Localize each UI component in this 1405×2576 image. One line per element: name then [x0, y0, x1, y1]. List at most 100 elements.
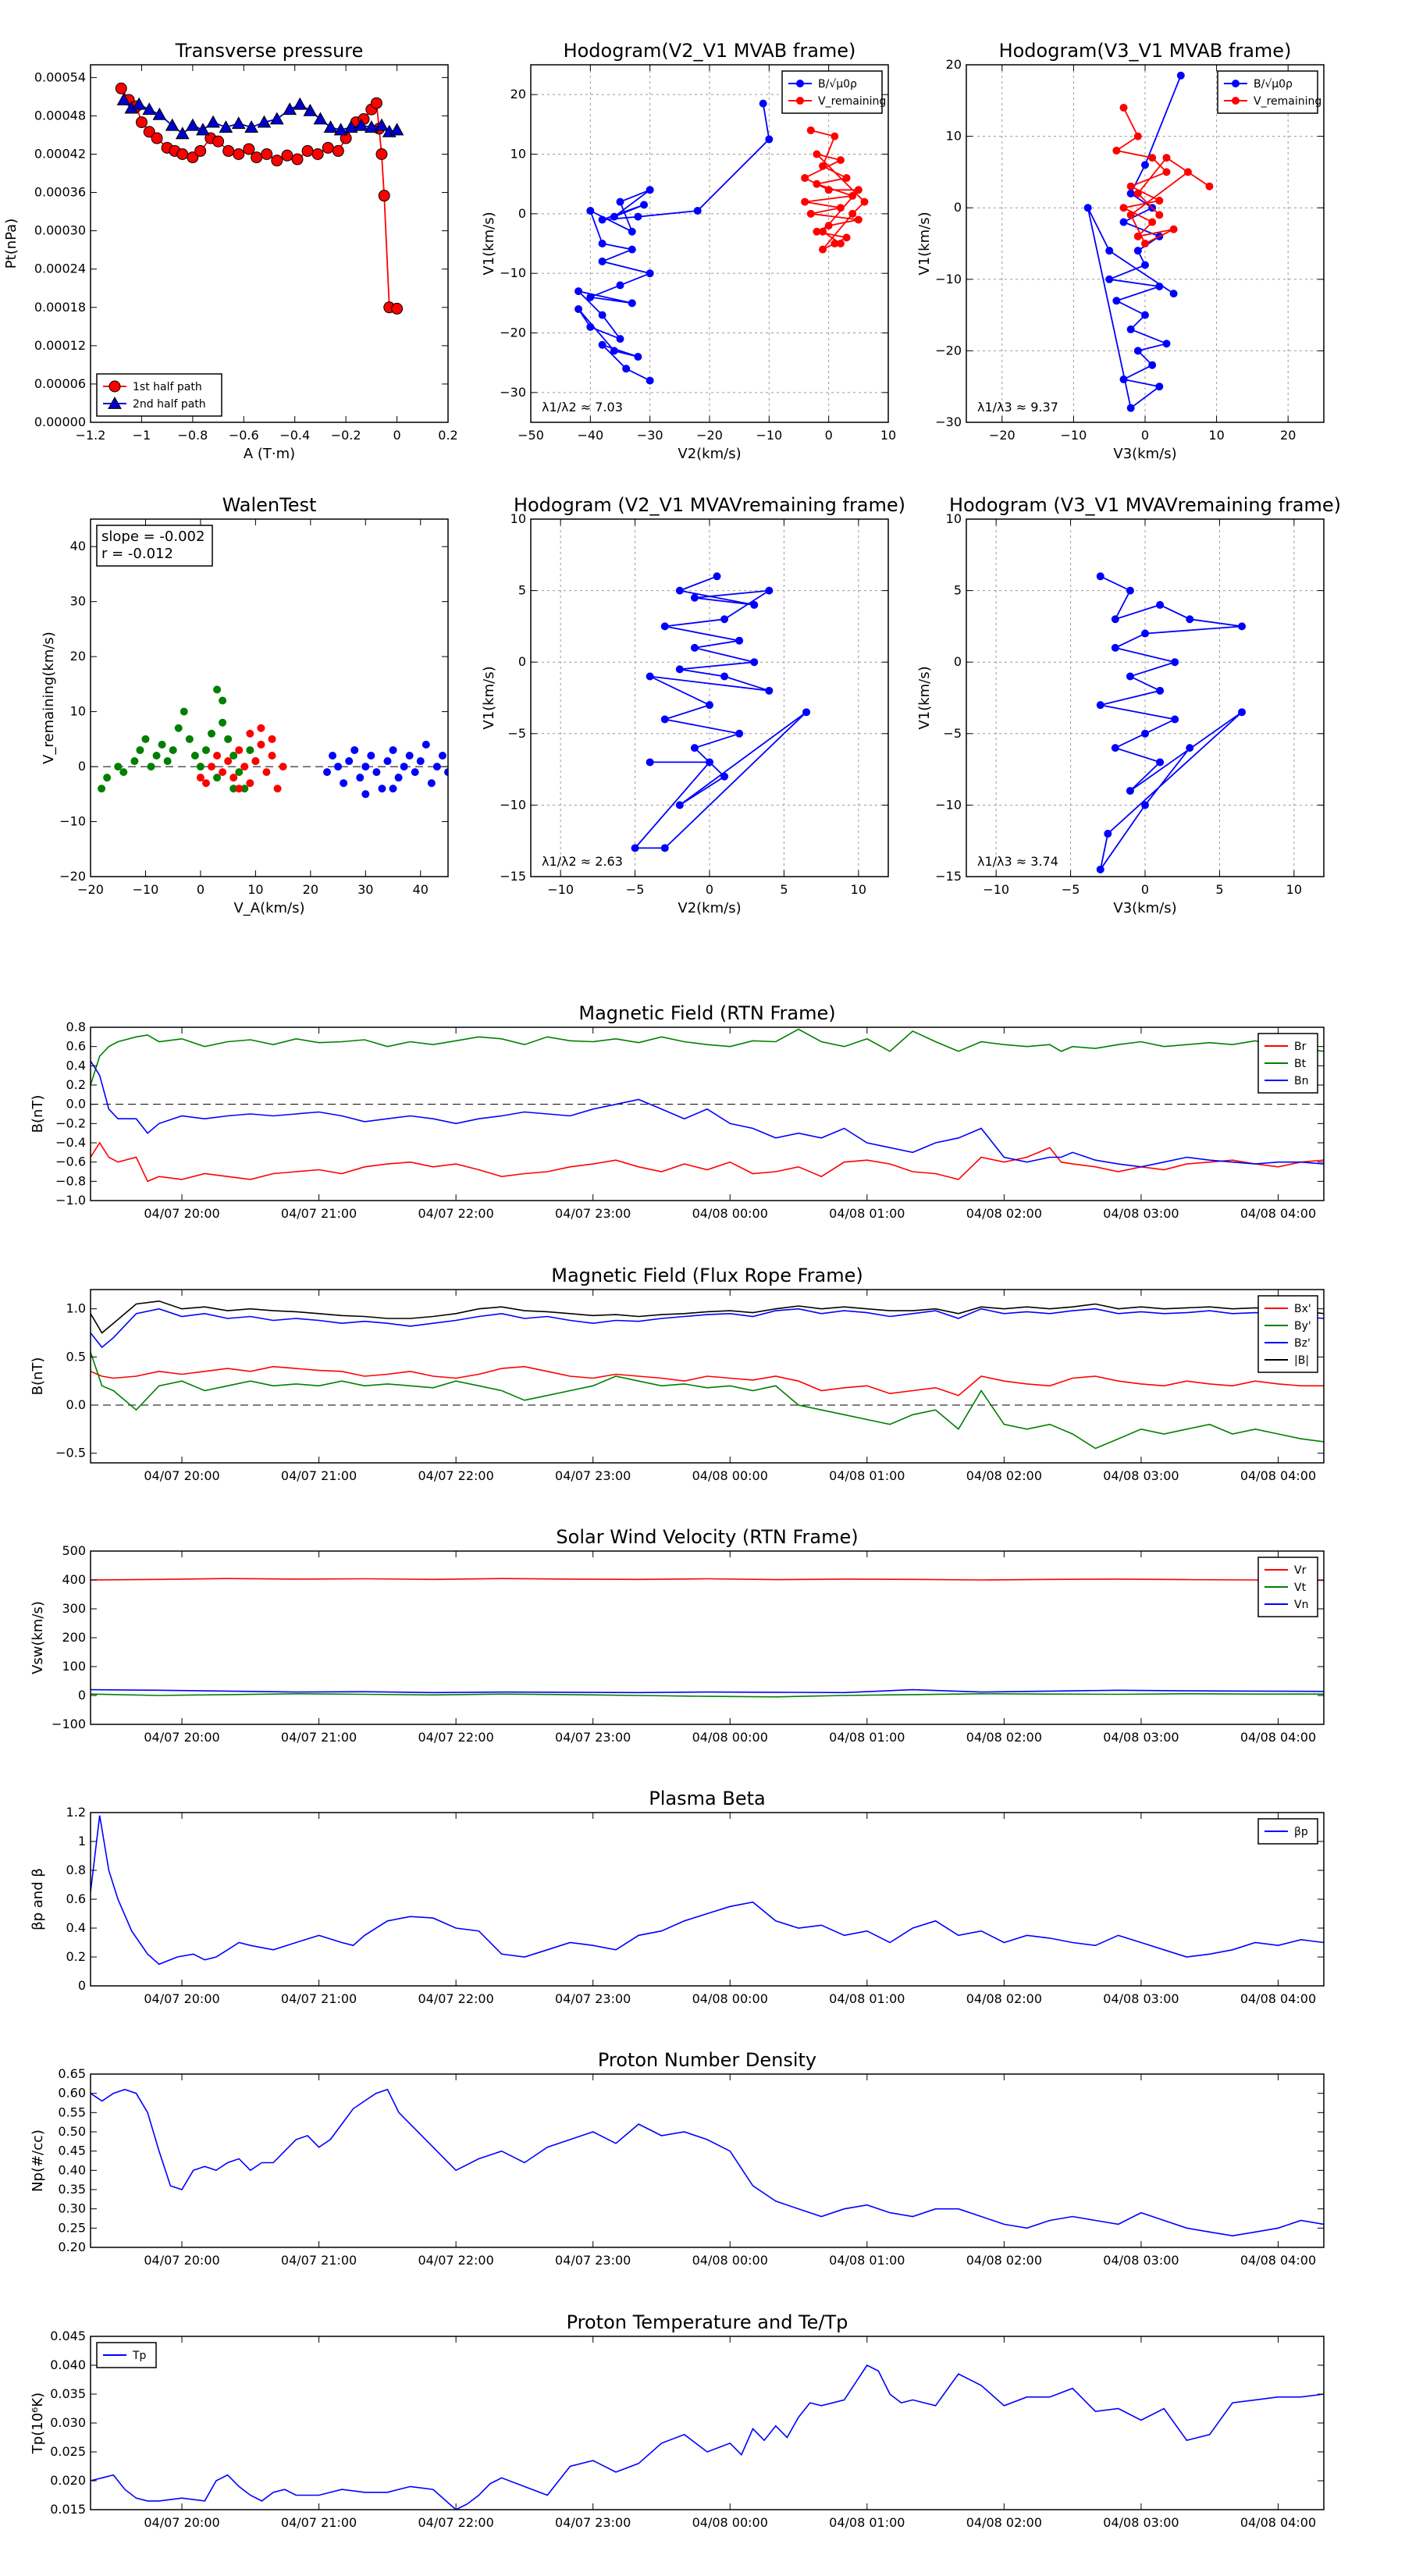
data-point [819, 245, 827, 254]
chart-title: Magnetic Field (Flux Rope Frame) [551, 1265, 863, 1286]
plot-frame [530, 518, 889, 877]
data-point [720, 672, 729, 681]
data-point [251, 757, 260, 766]
x-tick-label: 04/07 22:00 [418, 1206, 493, 1221]
data-point [1111, 744, 1119, 753]
data-point [108, 380, 121, 393]
legend-label: 2nd half path [133, 398, 206, 411]
data-point [1112, 146, 1121, 155]
x-tick-label: 04/08 00:00 [692, 1730, 768, 1745]
data-point [1148, 218, 1157, 226]
data-point [854, 215, 863, 224]
data-point [1133, 132, 1142, 141]
series-line [633, 575, 807, 849]
data-point [219, 768, 227, 777]
x-tick-label: 10 [247, 882, 263, 897]
data-point [646, 186, 654, 194]
y-tick-label: 0.00006 [34, 376, 86, 391]
y-tick-label: 10 [510, 147, 526, 162]
data-point [257, 740, 265, 749]
series-line [91, 1693, 1324, 1698]
x-tick-label: 5 [1215, 882, 1223, 897]
data-point [251, 151, 263, 164]
series-group [91, 1028, 1324, 1183]
chart-title: Hodogram (V2_V1 MVAVremaining frame) [514, 494, 905, 516]
data-point [660, 844, 669, 852]
data-point [281, 149, 293, 162]
plot-frame [90, 64, 449, 423]
y-tick-label: 0.2 [66, 1077, 86, 1092]
data-point [313, 112, 328, 125]
legend-label: V_remaining [1254, 95, 1321, 108]
data-point [1169, 225, 1178, 233]
x-tick-label: 0 [1141, 882, 1149, 897]
series-group [91, 2364, 1324, 2510]
y-tick-label: 0.4 [66, 1920, 86, 1935]
data-point [196, 763, 205, 771]
legend-frame [781, 70, 883, 114]
data-point [224, 735, 233, 743]
data-point [240, 763, 249, 771]
data-point [1141, 629, 1149, 638]
y-axis-label: V1(km/s) [481, 212, 497, 275]
y-tick-label: −1.0 [55, 1193, 86, 1208]
data-point [141, 735, 150, 743]
data-point [391, 302, 404, 315]
data-point [598, 257, 606, 265]
data-point [796, 80, 804, 87]
x-tick-label: 04/07 20:00 [144, 2253, 219, 2268]
data-point [356, 774, 365, 782]
x-tick-label: 04/07 20:00 [144, 1468, 219, 1483]
data-point [1186, 744, 1194, 753]
chart-vsw: Solar Wind Velocity (RTN Frame) 04/07 20:… [30, 1526, 1325, 1745]
chart-bmag_rtn: Magnetic Field (RTN Frame) 04/07 20:00 04/… [30, 1002, 1325, 1221]
data-point [1096, 701, 1104, 710]
data-point [1205, 182, 1214, 190]
y-tick-label: 0 [78, 759, 86, 774]
legend-label: 1st half path [133, 381, 202, 393]
y-tick-label: 0.0 [66, 1397, 86, 1412]
x-tick-label: 04/07 23:00 [555, 2253, 631, 2268]
data-point [132, 97, 147, 110]
x-tick-label: 04/07 23:00 [555, 1206, 631, 1221]
y-axis-label: Pt(nPa) [3, 219, 20, 269]
data-point [1238, 622, 1247, 631]
x-tick-label: 04/08 01:00 [829, 1991, 905, 2006]
chart-title: Solar Wind Velocity (RTN Frame) [556, 1526, 858, 1548]
data-point [130, 757, 139, 766]
x-tick-label: 04/07 23:00 [555, 1991, 631, 2006]
y-tick-label: 1.0 [66, 1301, 86, 1316]
y-tick-label: 5 [518, 583, 526, 598]
data-point [152, 107, 167, 120]
data-point [842, 233, 851, 242]
y-tick-label: 0.015 [50, 2502, 86, 2517]
data-point [802, 708, 811, 717]
data-point [1141, 161, 1149, 169]
series-line [91, 1688, 1324, 1694]
y-tick-label: −10 [59, 814, 86, 829]
x-tick-label: 20 [1280, 428, 1296, 443]
y-tick-label: 0.2 [66, 1949, 86, 1964]
data-point [628, 245, 636, 254]
y-tick-label: −20 [935, 343, 962, 358]
x-tick-label: −20 [77, 882, 104, 897]
ratio-annotation: λ1/λ3 ≈ 9.37 [977, 400, 1058, 415]
data-point [616, 335, 624, 343]
data-point [1126, 586, 1134, 595]
data-point [114, 763, 123, 771]
data-point [634, 212, 642, 221]
data-point [143, 126, 155, 138]
x-tick-label: 10 [880, 428, 896, 443]
series-line [91, 1815, 1324, 1966]
x-tick-label: 04/08 00:00 [692, 2253, 768, 2268]
plot-frame [90, 2073, 1325, 2248]
data-point [1141, 801, 1149, 809]
data-point [1096, 865, 1104, 873]
x-tick-label: 0.2 [438, 428, 457, 443]
chart-temp: Proton Temperature and Te/Tp 04/07 20:00 0… [30, 2311, 1325, 2530]
x-tick-label: −40 [577, 428, 603, 443]
y-axis-label: B(nT) [30, 1095, 46, 1133]
y-tick-label: −20 [500, 326, 526, 340]
x-tick-label: 04/08 01:00 [829, 1468, 905, 1483]
legend-frame [1217, 70, 1318, 114]
